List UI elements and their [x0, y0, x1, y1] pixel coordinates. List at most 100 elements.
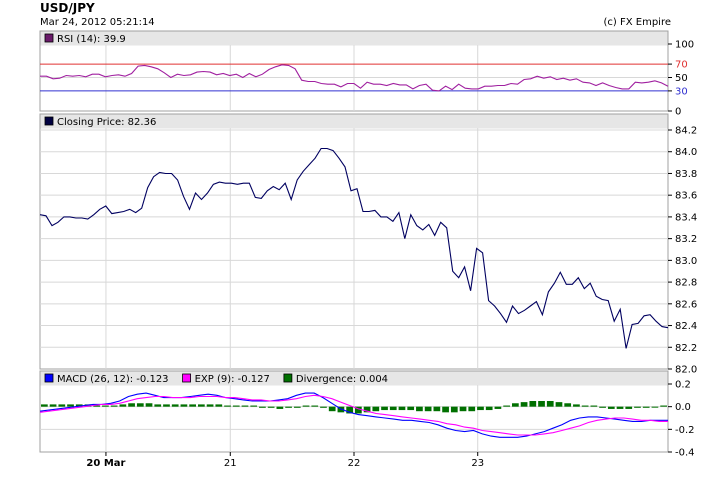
- price-series-line-0: [39, 147, 669, 349]
- divergence-bar: [250, 405, 258, 407]
- divergence-bar: [477, 406, 484, 411]
- x-tick-label: 23: [471, 458, 484, 469]
- rsi-legend-label-0: RSI (14): 39.9: [57, 34, 126, 45]
- divergence-bar: [642, 406, 650, 408]
- rsi-series-line-0: [40, 64, 669, 92]
- divergence-bar: [372, 406, 380, 412]
- divergence-bar: [328, 406, 336, 412]
- price-ytick-label: 84.0: [675, 147, 697, 158]
- divergence-bar: [224, 405, 231, 407]
- divergence-bar: [433, 406, 441, 412]
- x-axis: 20 Mar 21 22 23: [86, 452, 484, 469]
- divergence-bar: [154, 404, 162, 407]
- macd-ytick-label: -0.4: [675, 448, 695, 459]
- divergence-bar: [520, 402, 528, 407]
- divergence-bar: [407, 406, 415, 411]
- divergence-bar: [607, 406, 615, 409]
- divergence-bar: [459, 406, 467, 412]
- divergence-bar: [651, 406, 659, 408]
- divergence-bar: [215, 404, 223, 407]
- macd-ytick-label: -0.2: [675, 425, 695, 436]
- divergence-bar: [555, 402, 563, 407]
- divergence-bar: [363, 406, 371, 413]
- divergence-bar: [128, 403, 135, 407]
- price-ytick-label: 82.8: [675, 278, 697, 289]
- price-ytick-label: 82.2: [675, 343, 697, 354]
- x-tick-label: 20 Mar: [86, 458, 125, 469]
- divergence-bar: [424, 406, 432, 412]
- divergence-bar: [119, 404, 127, 407]
- macd-panel: 0.2 0.0 -0.2 -0.4 MACD (26, 12): -0.123 EXP (…: [39, 370, 695, 459]
- x-tick-label: 21: [224, 458, 237, 469]
- divergence-bar: [346, 406, 353, 414]
- divergence-bar: [564, 403, 572, 407]
- macd-ytick-label: 0.0: [675, 402, 691, 413]
- divergence-bar: [102, 405, 109, 407]
- divergence-bar: [58, 404, 66, 407]
- divergence-bar: [485, 406, 493, 411]
- divergence-bar: [494, 406, 502, 409]
- rsi-ytick-label: 70: [675, 60, 688, 71]
- divergence-bar: [573, 404, 580, 407]
- divergence-bar: [512, 403, 519, 407]
- divergence-bar: [198, 404, 205, 407]
- rsi-header-band: [40, 31, 668, 46]
- divergence-bar: [355, 406, 362, 414]
- divergence-bar: [442, 406, 449, 413]
- price-panel: 84.2 84.0 83.8 83.6 83.4 83.2 83.0 82.8 82.6 82.4…: [39, 113, 697, 376]
- macd-legend-swatch-0: [44, 373, 54, 383]
- divergence-bar: [302, 405, 310, 407]
- divergence-bar: [189, 404, 196, 407]
- divergence-bar: [293, 406, 301, 408]
- price-ytick-label: 84.2: [675, 126, 697, 137]
- macd-ytick-label: 0.2: [675, 380, 691, 391]
- price-ytick-label: 82.0: [675, 365, 697, 376]
- chart-timestamp: Mar 24, 2012 05:21:14: [40, 17, 155, 28]
- divergence-bar: [660, 405, 667, 407]
- divergence-bar: [171, 404, 179, 407]
- price-legend-label-0: Closing Price: 82.36: [57, 117, 156, 128]
- divergence-bar: [529, 401, 537, 407]
- chart-credit: (c) FX Empire: [603, 17, 672, 28]
- divergence-bar: [625, 406, 633, 409]
- price-ytick-label: 83.4: [675, 212, 697, 223]
- divergence-bar: [145, 403, 153, 407]
- divergence-bar: [503, 405, 510, 407]
- rsi-ytick-label: 50: [675, 73, 688, 84]
- chart-title: USD/JPY: [40, 1, 95, 15]
- divergence-bar: [311, 405, 319, 407]
- rsi-ytick-label: 30: [675, 86, 688, 97]
- price-legend-swatch-0: [44, 116, 54, 126]
- price-ytick-label: 82.6: [675, 299, 697, 310]
- macd-legend-swatch-2: [283, 373, 293, 383]
- rsi-legend-swatch-0: [44, 33, 54, 43]
- price-ytick-label: 83.0: [675, 256, 697, 267]
- divergence-bar: [590, 405, 598, 407]
- price-ytick-label: 83.6: [675, 191, 697, 202]
- divergence-bar: [232, 405, 240, 407]
- divergence-bar: [267, 406, 275, 408]
- divergence-bar: [180, 404, 188, 407]
- divergence-bar: [285, 406, 292, 408]
- divergence-bar: [416, 406, 423, 412]
- divergence-bar: [67, 404, 74, 407]
- rsi-ytick-label: 0: [675, 107, 681, 118]
- macd-series-line-1: [39, 394, 668, 436]
- divergence-bar: [241, 405, 249, 407]
- divergence-bar: [616, 406, 624, 409]
- divergence-bar: [276, 406, 284, 409]
- divergence-bar: [110, 405, 118, 407]
- divergence-bar: [546, 401, 554, 407]
- macd-legend-label-1: EXP (9): -0.127: [195, 374, 270, 385]
- divergence-bar: [206, 404, 214, 407]
- divergence-bar: [320, 406, 327, 408]
- macd-header-band: [40, 371, 668, 386]
- divergence-bar: [93, 405, 101, 407]
- divergence-bar: [259, 406, 266, 408]
- divergence-bar: [75, 404, 83, 407]
- rsi-panel: 100 70 50 30 0 RSI (14): 39.9: [39, 30, 694, 118]
- price-header-band: [40, 114, 668, 129]
- divergence-bar: [398, 406, 406, 411]
- divergence-bar: [163, 404, 170, 407]
